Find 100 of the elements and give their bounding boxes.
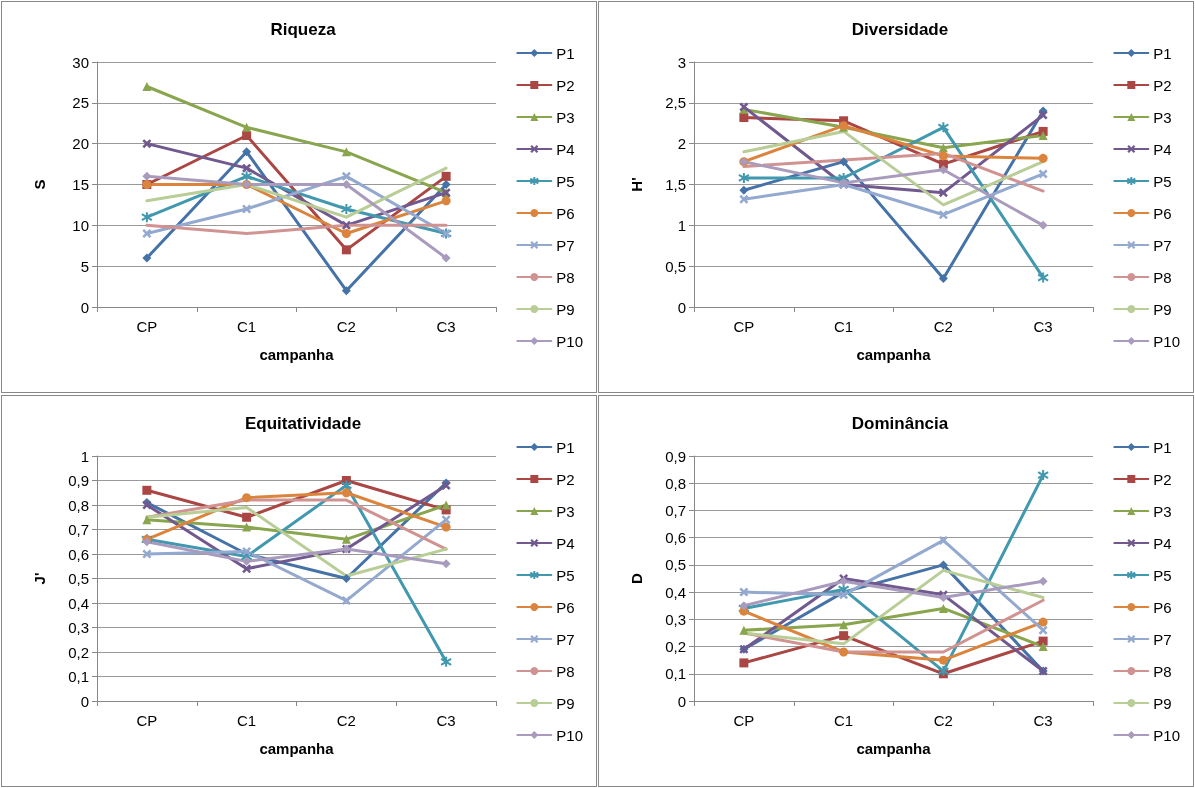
legend-label: P1 — [1153, 438, 1172, 456]
y-axis-title: H' — [628, 177, 645, 192]
y-tick-label: 0,5 — [665, 556, 686, 574]
x-tick-label: CP — [136, 712, 158, 729]
x-tick-label: CP — [136, 318, 158, 335]
legend-label: P2 — [556, 76, 575, 94]
y-axis-title: S — [31, 179, 48, 190]
y-tick-label: 0,7 — [68, 521, 89, 538]
legend-label: P1 — [556, 438, 575, 456]
y-tick-label: 0,7 — [665, 501, 686, 519]
y-tick-label: 30 — [72, 53, 89, 71]
legend-label: P5 — [1153, 566, 1172, 584]
y-tick-label: 0 — [80, 298, 89, 316]
legend-label: P7 — [556, 236, 575, 254]
x-tick-label: C1 — [237, 318, 257, 335]
y-tick-label: 0,5 — [665, 257, 686, 275]
legend-label: P10 — [556, 726, 584, 744]
legend-label: P6 — [1153, 598, 1172, 616]
chart-title: Dominância — [851, 414, 949, 433]
legend-label: P5 — [556, 566, 575, 584]
x-tick-label: C1 — [237, 712, 257, 729]
legend-label: P10 — [1153, 726, 1181, 744]
y-tick-label: 0,1 — [665, 665, 686, 683]
legend-label: P1 — [556, 44, 575, 62]
legend-label: P8 — [556, 268, 575, 286]
y-tick-label: 15 — [72, 176, 89, 193]
legend-label: P2 — [1153, 76, 1172, 94]
y-tick-label: 0,3 — [68, 619, 89, 636]
x-tick-label: C2 — [933, 712, 953, 729]
legend-label: P3 — [556, 108, 575, 126]
y-tick-label: 1 — [677, 216, 686, 234]
legend-label: P6 — [556, 598, 575, 616]
y-axis-title: J' — [31, 572, 48, 585]
y-tick-label: 2 — [677, 135, 686, 153]
x-tick-label: C1 — [834, 318, 854, 335]
legend-label: P3 — [1153, 502, 1172, 520]
y-tick-label: 0 — [677, 298, 686, 316]
y-tick-label: 0,6 — [665, 529, 686, 547]
x-tick-label: C3 — [436, 712, 456, 729]
legend-label: P10 — [556, 332, 584, 350]
legend-label: P4 — [556, 534, 575, 552]
legend-label: P2 — [556, 470, 575, 488]
legend-label: P3 — [1153, 108, 1172, 126]
y-tick-label: 0,6 — [68, 545, 89, 563]
x-tick-label: C3 — [436, 318, 456, 335]
y-tick-label: 0,4 — [665, 583, 686, 601]
legend-label: P6 — [556, 204, 575, 222]
chart-title: Equitatividade — [244, 414, 362, 433]
x-axis-title: campanha — [856, 740, 932, 757]
y-tick-label: 2,5 — [665, 94, 686, 112]
x-axis-title: campanha — [259, 346, 335, 363]
legend-label: P9 — [556, 300, 575, 318]
y-tick-label: 10 — [72, 216, 89, 234]
x-tick-label: C3 — [1033, 318, 1053, 335]
y-tick-label: 0,8 — [68, 496, 89, 514]
legend-label: P7 — [1153, 236, 1172, 254]
y-tick-label: 0,2 — [68, 643, 89, 661]
x-tick-label: C2 — [336, 318, 356, 335]
legend-label: P7 — [556, 630, 575, 648]
y-tick-label: 0,5 — [68, 570, 89, 587]
y-tick-label: 0 — [677, 692, 686, 710]
x-tick-label: C2 — [933, 318, 953, 335]
y-tick-label: 0,9 — [68, 472, 89, 489]
y-tick-label: 0 — [80, 692, 89, 710]
legend-label: P9 — [556, 694, 575, 712]
y-tick-label: 25 — [72, 94, 89, 112]
legend-label: P1 — [1153, 44, 1172, 62]
y-tick-label: 1 — [80, 447, 89, 465]
y-tick-label: 0,4 — [68, 594, 89, 612]
y-tick-label: 0,3 — [665, 610, 686, 628]
x-tick-label: CP — [733, 712, 755, 729]
legend-label: P9 — [1153, 694, 1172, 712]
legend-label: P5 — [556, 172, 575, 190]
legend-label: P10 — [1153, 332, 1181, 350]
legend-label: P4 — [556, 140, 575, 158]
y-tick-label: 0,9 — [665, 447, 686, 465]
x-axis-title: campanha — [856, 346, 932, 363]
x-tick-label: CP — [733, 318, 755, 335]
legend-label: P9 — [1153, 300, 1172, 318]
legend-label: P5 — [1153, 172, 1172, 190]
y-tick-label: 0,1 — [68, 668, 89, 685]
x-tick-label: C2 — [336, 712, 356, 729]
x-axis-title: campanha — [259, 740, 335, 757]
y-tick-label: 20 — [72, 135, 89, 153]
legend-label: P3 — [556, 502, 575, 520]
chart-title: Diversidade — [851, 20, 949, 39]
legend-label: P8 — [1153, 662, 1172, 680]
legend-label: P8 — [556, 662, 575, 680]
y-axis-title: D — [628, 572, 645, 584]
y-tick-label: 0,8 — [665, 474, 686, 492]
y-tick-label: 1,5 — [665, 176, 686, 193]
y-tick-label: 3 — [677, 53, 686, 71]
legend-label: P4 — [1153, 140, 1172, 158]
y-tick-label: 0,2 — [665, 638, 686, 656]
y-tick-label: 5 — [80, 257, 89, 275]
legend-label: P7 — [1153, 630, 1172, 648]
x-tick-label: C3 — [1033, 712, 1053, 729]
legend-label: P6 — [1153, 204, 1172, 222]
legend-label: P4 — [1153, 534, 1172, 552]
x-tick-label: C1 — [834, 712, 854, 729]
